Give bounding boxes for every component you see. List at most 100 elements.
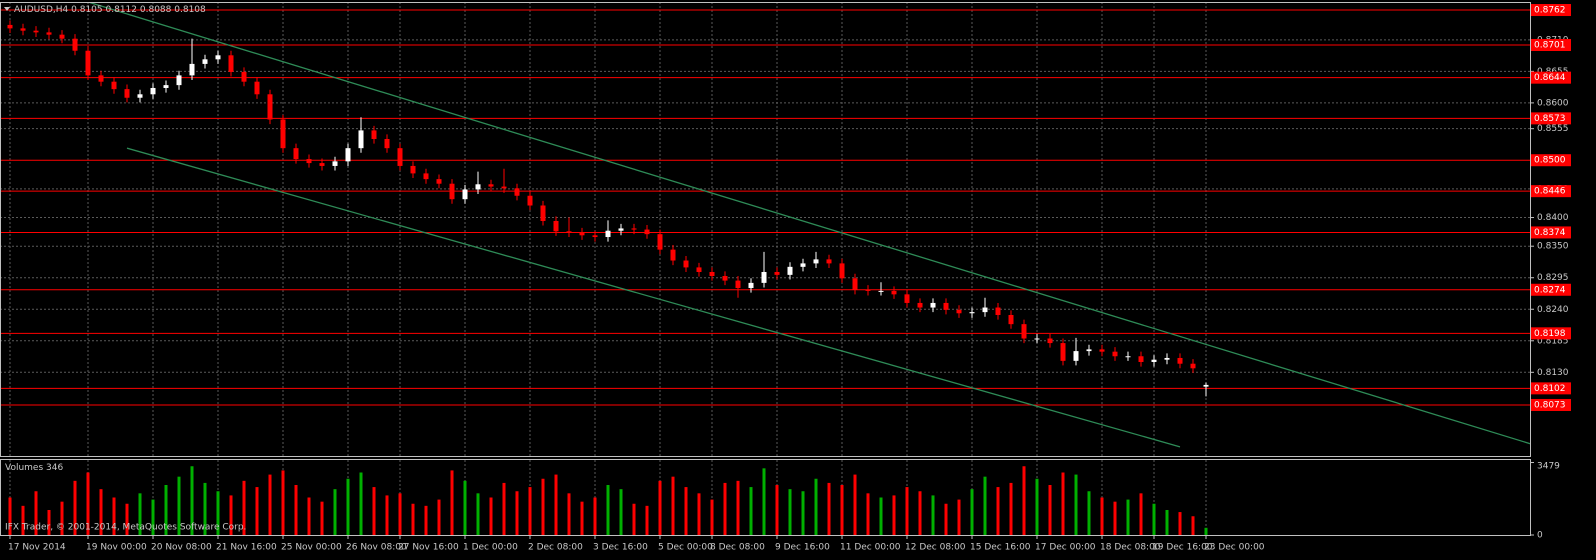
candle-body bbox=[878, 290, 884, 292]
volume-bar bbox=[1139, 493, 1143, 535]
level-tag bbox=[1531, 382, 1571, 395]
volume-bar bbox=[190, 466, 194, 535]
candle-body bbox=[1060, 343, 1066, 361]
volume-bar bbox=[268, 474, 272, 535]
level-tag bbox=[1531, 398, 1571, 411]
candle-body bbox=[683, 260, 689, 268]
main-pane bbox=[0, 2, 1530, 448]
candle-body bbox=[33, 30, 39, 33]
x-tick-label: 23 Dec 00:00 bbox=[1204, 543, 1265, 553]
volume-bar bbox=[671, 476, 675, 535]
candle-body bbox=[514, 188, 520, 196]
y-tick-label: 0.8350 bbox=[1537, 242, 1569, 252]
candle-body bbox=[969, 312, 975, 314]
volume-bar bbox=[47, 510, 51, 535]
volume-bar bbox=[60, 501, 64, 535]
x-tick-label: 9 Dec 16:00 bbox=[775, 543, 830, 553]
volume-bar bbox=[450, 470, 454, 535]
x-tick-label: 17 Dec 00:00 bbox=[1035, 543, 1096, 553]
x-tick-label: 26 Nov 08:00 bbox=[346, 543, 407, 553]
candle-body bbox=[189, 63, 195, 76]
volume-bar bbox=[710, 499, 714, 535]
volume-bar bbox=[983, 476, 987, 535]
volume-bar bbox=[736, 480, 740, 535]
candle-body bbox=[605, 230, 611, 238]
candle-body bbox=[384, 139, 390, 149]
volume-bar bbox=[853, 474, 857, 535]
volume-bar bbox=[489, 497, 493, 535]
channel-line bbox=[87, 2, 1530, 445]
x-tick-label: 18 Dec 08:00 bbox=[1100, 543, 1161, 553]
candle-body bbox=[306, 159, 312, 164]
volume-bar bbox=[216, 491, 220, 535]
volume-bar bbox=[619, 489, 623, 535]
x-tick-label: 19 Dec 16:00 bbox=[1152, 543, 1213, 553]
candle-body bbox=[46, 32, 52, 35]
main-frame bbox=[0, 2, 1531, 457]
candle-body bbox=[293, 148, 299, 160]
x-tick-label: 20 Nov 08:00 bbox=[151, 543, 212, 553]
volume-bar bbox=[1087, 491, 1091, 535]
level-label: 0.8374 bbox=[1534, 228, 1566, 238]
level-tag bbox=[1531, 185, 1571, 198]
volume-bar bbox=[1191, 516, 1195, 535]
candle-body bbox=[254, 81, 260, 95]
candle-body bbox=[670, 249, 676, 261]
volume-y-tick-label: 3479 bbox=[1537, 462, 1560, 472]
volume-bar bbox=[476, 493, 480, 535]
volume-bar bbox=[697, 493, 701, 535]
level-label: 0.8701 bbox=[1534, 40, 1566, 50]
volume-bar bbox=[463, 480, 467, 535]
x-tick-label: 1 Dec 00:00 bbox=[463, 543, 518, 553]
candle-body bbox=[358, 130, 364, 149]
volume-bar bbox=[99, 489, 103, 535]
volume-bar bbox=[801, 491, 805, 535]
symbol: AUDUSD,H4 bbox=[14, 5, 69, 15]
volume-bar bbox=[840, 485, 844, 535]
volume-bar bbox=[437, 499, 441, 535]
volume-bar bbox=[788, 489, 792, 535]
volume-bar bbox=[242, 480, 246, 535]
volume-bar bbox=[632, 503, 636, 535]
candle-body bbox=[215, 55, 221, 60]
level-label: 0.8500 bbox=[1534, 156, 1566, 166]
candle-body bbox=[72, 38, 78, 51]
candle-body bbox=[631, 228, 637, 230]
candle-body bbox=[956, 309, 962, 314]
volume-bar bbox=[1126, 499, 1130, 535]
candle-body bbox=[982, 307, 988, 313]
volume-bar bbox=[658, 480, 662, 535]
candle-body bbox=[1190, 363, 1196, 369]
volume-bar bbox=[1100, 497, 1104, 535]
candle-body bbox=[241, 71, 247, 82]
volume-bar bbox=[775, 485, 779, 535]
candle-body bbox=[943, 302, 949, 310]
volume-bar bbox=[125, 503, 129, 535]
level-tag bbox=[1531, 154, 1571, 167]
candle-body bbox=[787, 266, 793, 275]
candle-body bbox=[1164, 357, 1170, 360]
volume-pane bbox=[8, 466, 1208, 535]
candle-body bbox=[1086, 349, 1092, 352]
candle-body bbox=[1125, 356, 1131, 358]
header-close: 0.8108 bbox=[174, 5, 206, 15]
volume-bar bbox=[151, 499, 155, 535]
candle-body bbox=[1008, 314, 1014, 325]
level-label: 0.8573 bbox=[1534, 114, 1566, 124]
x-tick-label: 8 Dec 08:00 bbox=[710, 543, 765, 553]
candle-body bbox=[722, 276, 728, 281]
volume-bar bbox=[502, 482, 506, 535]
volume-bar bbox=[541, 478, 545, 535]
x-tick-label: 12 Dec 08:00 bbox=[905, 543, 966, 553]
menu-triangle bbox=[4, 7, 10, 11]
candle-body bbox=[501, 186, 507, 189]
volume-bar bbox=[528, 487, 532, 535]
volume-bar bbox=[255, 487, 259, 535]
volume-bar bbox=[762, 468, 766, 535]
candle-body bbox=[1112, 351, 1118, 357]
volume-bar bbox=[905, 487, 909, 535]
candle-body bbox=[852, 278, 858, 290]
level-tag bbox=[1531, 38, 1571, 51]
